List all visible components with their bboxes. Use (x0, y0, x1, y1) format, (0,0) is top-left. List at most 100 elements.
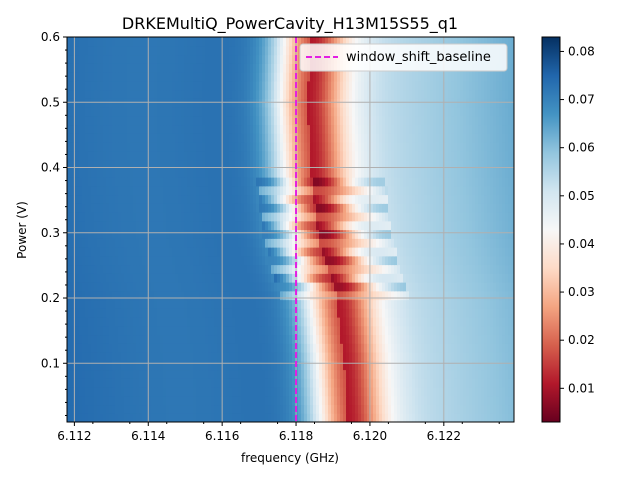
heatmap-cell (127, 290, 131, 301)
heatmap-cell (193, 369, 197, 379)
heatmap-cell (373, 387, 377, 397)
heatmap-cell (109, 264, 113, 274)
heatmap-cell (109, 299, 113, 309)
heatmap-cell (322, 273, 326, 283)
heatmap-cell (352, 194, 356, 204)
heatmap-cell (199, 378, 203, 388)
heatmap-cell (202, 185, 206, 196)
heatmap-cell (427, 220, 431, 231)
heatmap-cell (100, 212, 104, 222)
heatmap-cell (313, 290, 317, 301)
heatmap-cell (292, 290, 296, 301)
heatmap-cell (304, 150, 308, 161)
heatmap-cell (166, 273, 170, 283)
heatmap-cell (418, 282, 422, 292)
heatmap-cell (463, 308, 467, 318)
heatmap-cell (376, 255, 380, 266)
heatmap-cell (247, 133, 251, 143)
heatmap-cell (328, 194, 332, 204)
heatmap-cell (238, 229, 242, 239)
heatmap-cell (493, 360, 497, 371)
heatmap-cell (313, 369, 317, 379)
heatmap-cell (118, 325, 122, 336)
heatmap-cell (337, 142, 341, 152)
heatmap-cell (238, 159, 242, 169)
heatmap-cell (478, 343, 482, 353)
heatmap-cell (271, 238, 275, 248)
heatmap-cell (142, 378, 146, 388)
heatmap-cell (148, 395, 152, 406)
heatmap-cell (421, 264, 425, 274)
heatmap-cell (388, 387, 392, 397)
heatmap-cell (229, 404, 233, 414)
heatmap-cell (451, 220, 455, 231)
heatmap-cell (205, 343, 209, 353)
heatmap-cell (349, 142, 353, 152)
heatmap-cell (280, 369, 284, 379)
heatmap-cell (511, 133, 514, 143)
heatmap-cell (154, 308, 158, 318)
heatmap-cell (247, 212, 251, 222)
heatmap-cell (79, 159, 83, 169)
heatmap-cell (433, 229, 437, 239)
heatmap-cell (451, 413, 455, 422)
heatmap-cell (109, 255, 113, 266)
heatmap-cell (127, 404, 131, 414)
heatmap-cell (481, 159, 485, 169)
heatmap-cell (403, 290, 407, 301)
heatmap-cell (502, 255, 506, 266)
heatmap-cell (451, 255, 455, 266)
heatmap-cell (205, 360, 209, 371)
heatmap-cell (499, 185, 503, 196)
heatmap-cell (142, 343, 146, 353)
heatmap-cell (319, 247, 323, 257)
heatmap-cell (325, 247, 329, 257)
heatmap-cell (133, 150, 137, 161)
heatmap-cell (331, 308, 335, 318)
heatmap-cell (487, 395, 491, 406)
heatmap-cell (142, 133, 146, 143)
heatmap-cell (454, 168, 458, 178)
heatmap-cell (307, 133, 311, 143)
heatmap-cell (223, 255, 227, 266)
heatmap-cell (439, 220, 443, 231)
heatmap-cell (136, 360, 140, 371)
heatmap-cell (136, 352, 140, 362)
heatmap-cell (85, 247, 89, 257)
heatmap-cell (355, 360, 359, 371)
heatmap-cell (256, 369, 260, 379)
heatmap-cell (493, 229, 497, 239)
heatmap-cell (412, 325, 416, 336)
heatmap-cell (301, 369, 305, 379)
heatmap-cell (346, 369, 350, 379)
heatmap-cell (325, 255, 329, 266)
heatmap-cell (274, 133, 278, 143)
heatmap-cell (313, 212, 317, 222)
heatmap-cell (196, 352, 200, 362)
heatmap-cell (67, 124, 71, 134)
heatmap-cell (112, 124, 116, 134)
heatmap-cell (85, 308, 89, 318)
heatmap-cell (67, 352, 71, 362)
heatmap-cell (109, 212, 113, 222)
heatmap-cell (277, 133, 281, 143)
heatmap-cell (313, 352, 317, 362)
heatmap-cell (115, 282, 119, 292)
heatmap-cell (400, 352, 404, 362)
heatmap-cell (100, 308, 104, 318)
heatmap-cell (436, 142, 440, 152)
heatmap-cell (88, 378, 92, 388)
heatmap-cell (394, 387, 398, 397)
heatmap-cell (490, 369, 494, 379)
heatmap-cell (382, 334, 386, 344)
heatmap-cell (253, 352, 257, 362)
heatmap-cell (328, 343, 332, 353)
heatmap-cell (145, 282, 149, 292)
heatmap-cell (211, 220, 215, 231)
chart-title: DRKEMultiQ_PowerCavity_H13M15S55_q1 (122, 14, 458, 34)
heatmap-cell (229, 413, 233, 422)
heatmap-cell (301, 203, 305, 213)
heatmap-cell (493, 299, 497, 309)
heatmap-cell (166, 264, 170, 274)
heatmap-cell (235, 360, 239, 371)
